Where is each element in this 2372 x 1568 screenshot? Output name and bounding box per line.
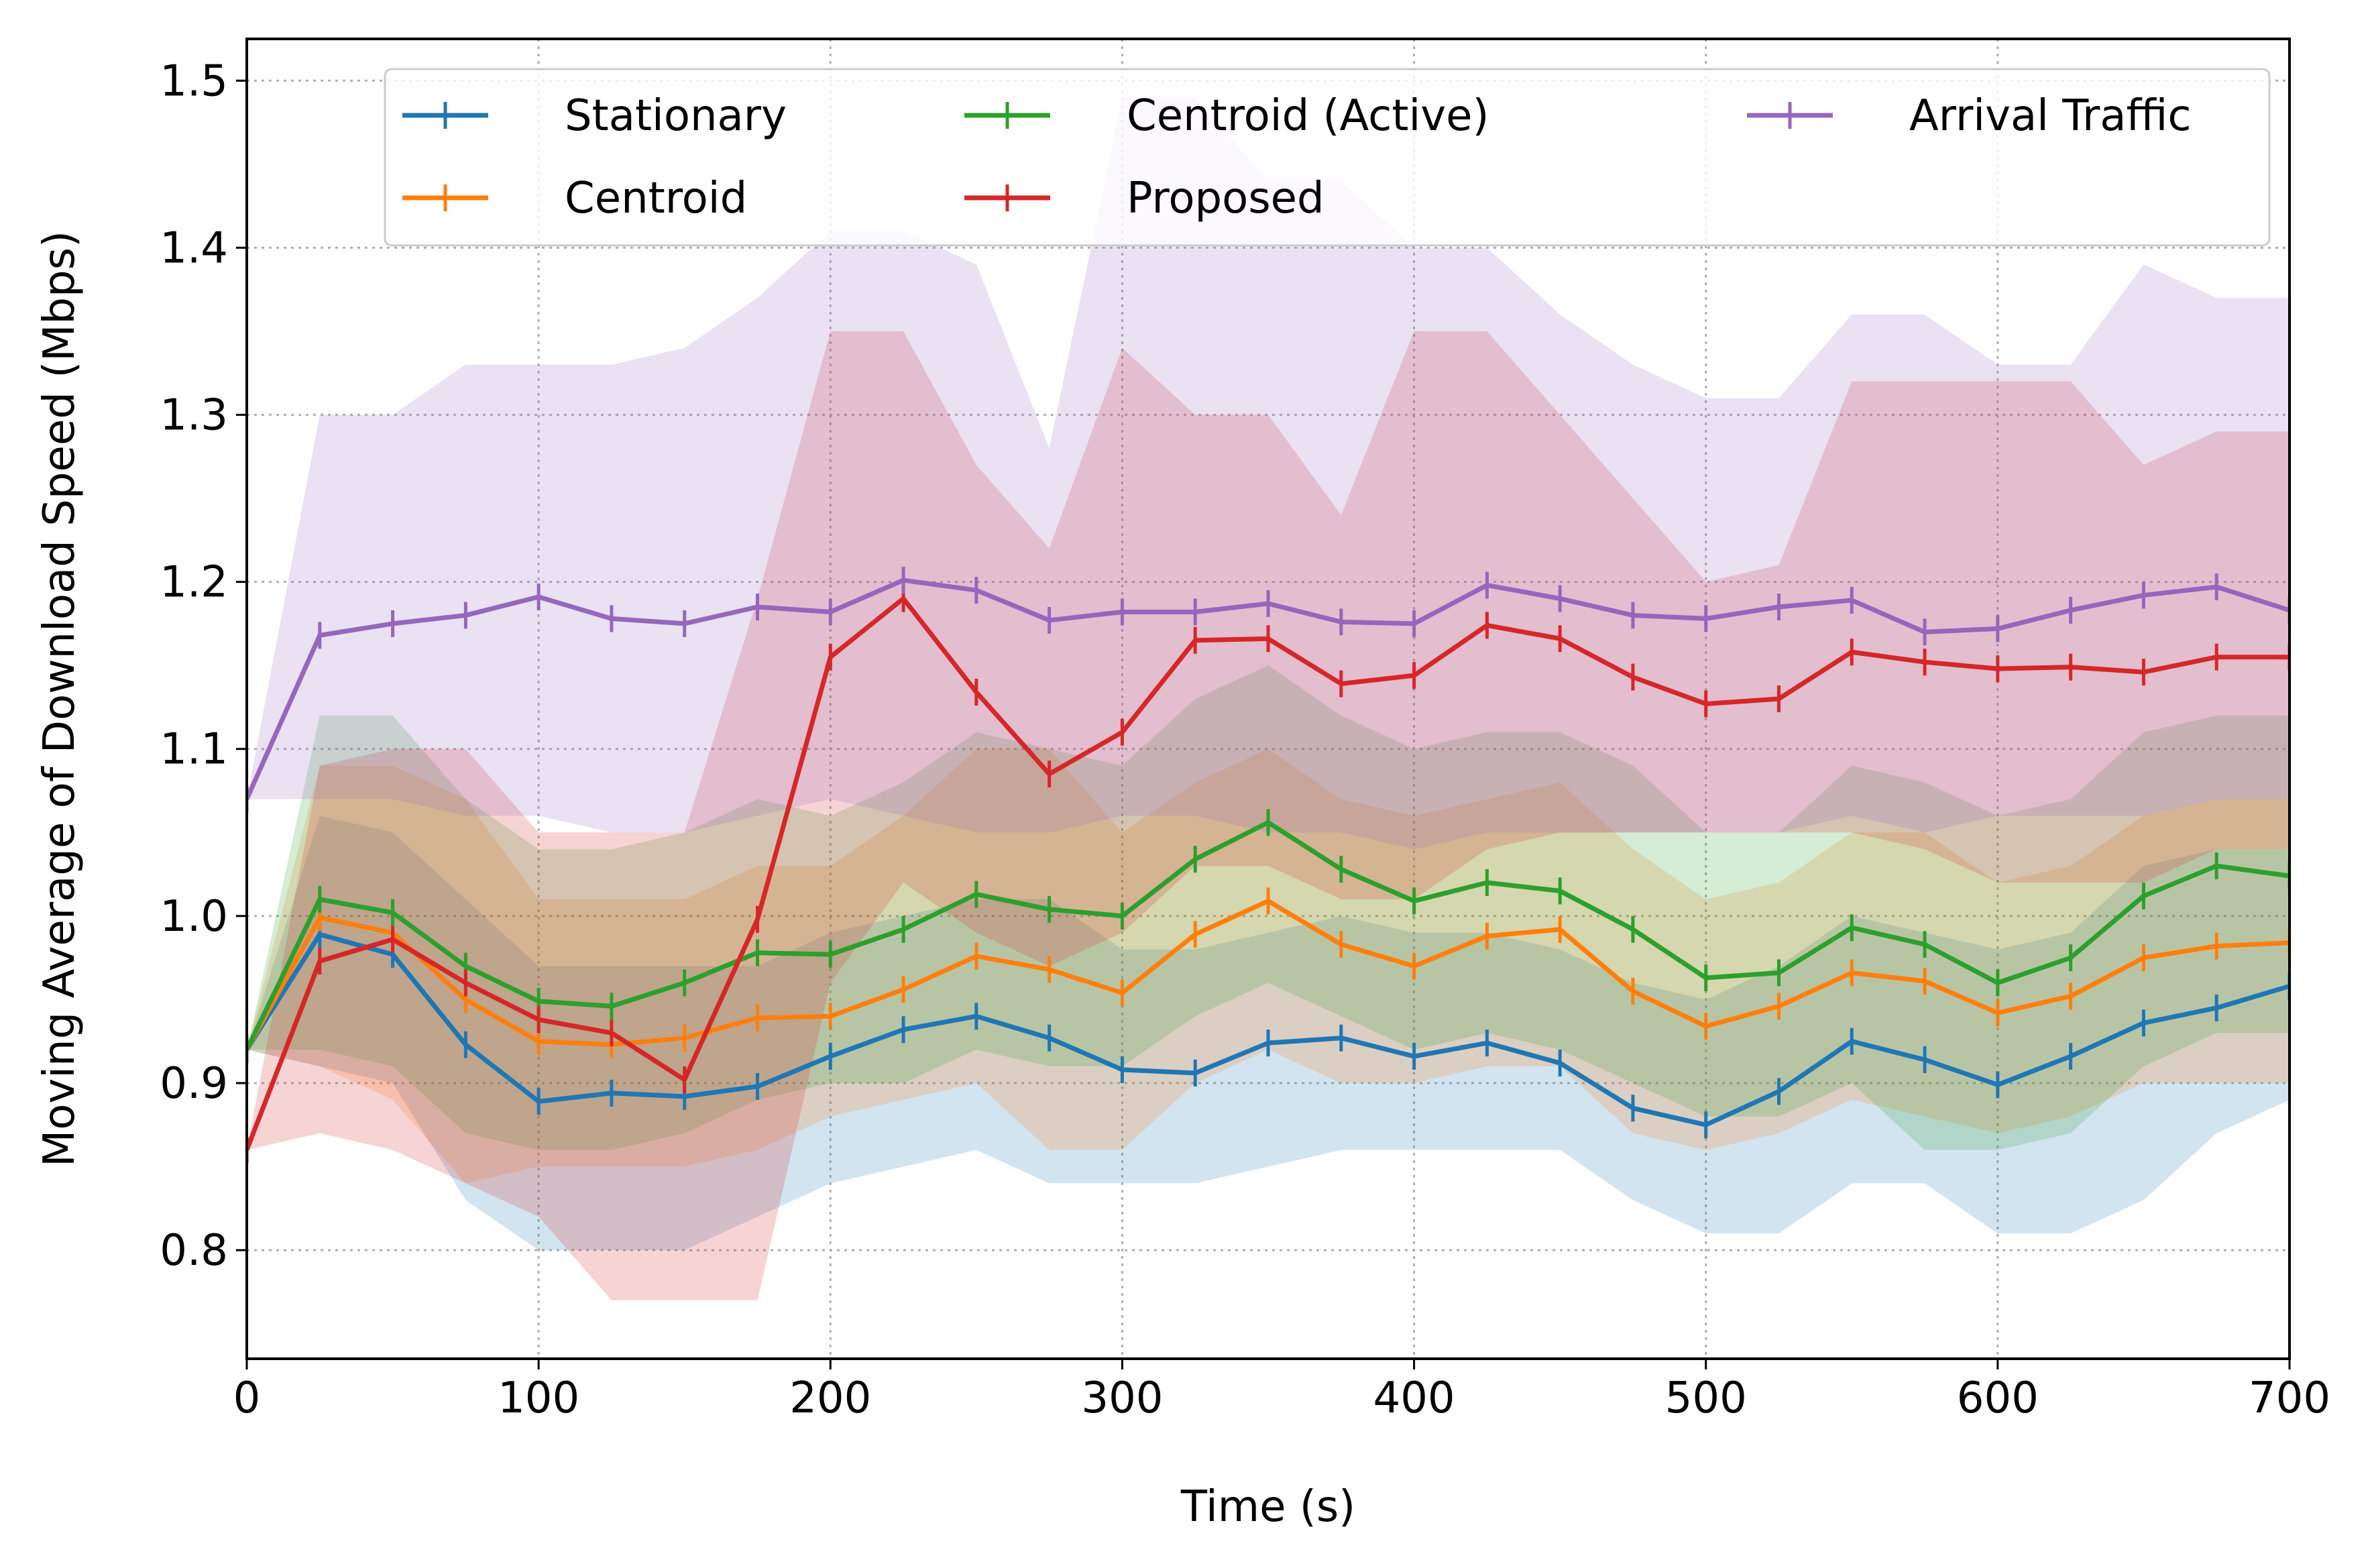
x-tick-label: 0 (233, 1374, 261, 1423)
legend-label: Stationary (565, 91, 787, 141)
confidence-band (247, 97, 2290, 850)
x-tick-label: 300 (1081, 1374, 1163, 1423)
y-tick-label: 1.5 (160, 56, 228, 106)
y-axis-label: Moving Average of Download Speed (Mbps) (35, 231, 84, 1167)
x-tick-label: 100 (498, 1374, 579, 1423)
series-lines (247, 567, 2290, 1164)
x-tick-label: 200 (789, 1374, 871, 1423)
legend-label: Arrival Traffic (1909, 91, 2192, 141)
x-axis: 0 100 200 300 400 500 600 700 (233, 1359, 2330, 1423)
y-tick-label: 0.9 (160, 1059, 228, 1109)
x-tick-label: 600 (1957, 1374, 2039, 1423)
legend-label: Centroid (565, 174, 747, 223)
y-tick-label: 1.0 (160, 892, 228, 942)
x-tick-label: 700 (2249, 1374, 2330, 1423)
x-tick-label: 400 (1373, 1374, 1455, 1423)
y-tick-label: 1.4 (160, 223, 228, 273)
y-tick-label: 1.3 (160, 391, 228, 441)
y-tick-label: 1.2 (160, 558, 228, 608)
plot-background (247, 39, 2290, 1359)
y-tick-label: 1.1 (160, 725, 228, 775)
legend-label: Proposed (1127, 174, 1324, 223)
y-tick-label: 0.8 (160, 1226, 228, 1276)
legend: Stationary Centroid Centroid (Active) Propo… (384, 68, 2271, 247)
x-tick-label: 500 (1665, 1374, 1747, 1423)
x-axis-label: Time (s) (1180, 1482, 1355, 1532)
y-axis: 0.8 0.9 1.0 1.1 1.2 1.3 1.4 1.5 (160, 56, 247, 1276)
plot-frame (245, 38, 2291, 1360)
legend-label: Centroid (Active) (1127, 91, 1489, 141)
